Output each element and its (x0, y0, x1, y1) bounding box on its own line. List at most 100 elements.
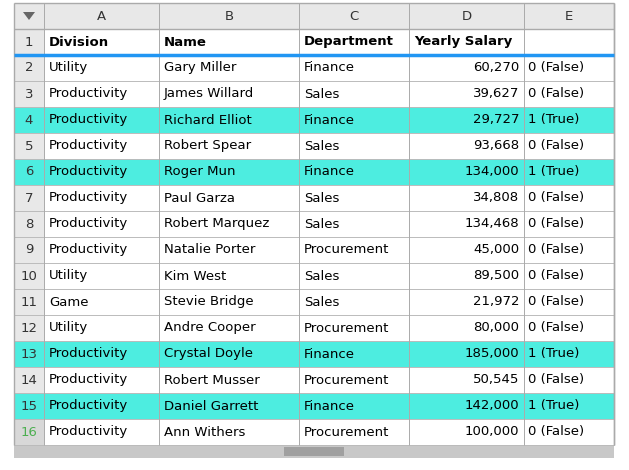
Bar (14, 3, 614, 29)
Bar (14, 81, 44, 107)
Bar (14, 419, 44, 445)
Text: Productivity: Productivity (49, 165, 128, 179)
Text: 16: 16 (21, 425, 38, 439)
Text: Game: Game (49, 296, 89, 308)
Text: 7: 7 (25, 191, 33, 204)
Bar (14, 237, 44, 263)
Text: Sales: Sales (304, 191, 340, 204)
Text: Sales: Sales (304, 87, 340, 101)
Text: Richard Elliot: Richard Elliot (164, 113, 252, 126)
Text: Natalie Porter: Natalie Porter (164, 243, 255, 257)
Bar (44, 29, 614, 55)
Text: Name: Name (164, 36, 207, 48)
Text: 9: 9 (25, 243, 33, 257)
Text: 50,545: 50,545 (472, 374, 519, 386)
Text: 93,668: 93,668 (473, 140, 519, 152)
Text: 0 (False): 0 (False) (528, 321, 584, 335)
Text: 60,270: 60,270 (473, 62, 519, 75)
Text: 21,972: 21,972 (472, 296, 519, 308)
Text: 0 (False): 0 (False) (528, 374, 584, 386)
Bar (14, 211, 44, 237)
Text: Productivity: Productivity (49, 218, 128, 230)
Text: Robert Marquez: Robert Marquez (164, 218, 269, 230)
Text: Robert Musser: Robert Musser (164, 374, 260, 386)
Bar (14, 367, 44, 393)
Text: James Willard: James Willard (164, 87, 254, 101)
Text: Procurement: Procurement (304, 374, 389, 386)
Text: Sales: Sales (304, 140, 340, 152)
Text: 185,000: 185,000 (464, 347, 519, 360)
Bar (14, 341, 614, 367)
Text: 14: 14 (21, 374, 38, 386)
Text: Paul Garza: Paul Garza (164, 191, 235, 204)
Text: Andre Cooper: Andre Cooper (164, 321, 255, 335)
Text: 142,000: 142,000 (464, 400, 519, 413)
Polygon shape (23, 12, 35, 20)
Text: 0 (False): 0 (False) (528, 269, 584, 282)
Text: Finance: Finance (304, 113, 355, 126)
Bar (14, 393, 614, 419)
Text: 5: 5 (25, 140, 33, 152)
Text: Productivity: Productivity (49, 113, 128, 126)
Bar (14, 393, 44, 419)
Bar (14, 107, 614, 133)
Text: 0 (False): 0 (False) (528, 425, 584, 439)
Text: 0 (False): 0 (False) (528, 243, 584, 257)
Text: 134,000: 134,000 (464, 165, 519, 179)
Text: 100,000: 100,000 (464, 425, 519, 439)
Text: Finance: Finance (304, 347, 355, 360)
Bar (14, 263, 44, 289)
Text: Finance: Finance (304, 400, 355, 413)
Text: 13: 13 (21, 347, 38, 360)
Text: Kim West: Kim West (164, 269, 226, 282)
Text: Daniel Garrett: Daniel Garrett (164, 400, 259, 413)
Bar (14, 185, 44, 211)
Bar (14, 289, 44, 315)
Text: 3: 3 (25, 87, 33, 101)
Bar (14, 341, 44, 367)
Text: Productivity: Productivity (49, 425, 128, 439)
Text: 45,000: 45,000 (473, 243, 519, 257)
Text: 0 (False): 0 (False) (528, 87, 584, 101)
Text: Productivity: Productivity (49, 347, 128, 360)
Text: 89,500: 89,500 (473, 269, 519, 282)
Text: Ann Withers: Ann Withers (164, 425, 245, 439)
Text: 0 (False): 0 (False) (528, 296, 584, 308)
Text: 12: 12 (21, 321, 38, 335)
Text: E: E (565, 9, 573, 23)
Text: 4: 4 (25, 113, 33, 126)
Bar (284, 447, 344, 456)
Text: Procurement: Procurement (304, 321, 389, 335)
Bar (14, 419, 44, 445)
Text: Finance: Finance (304, 165, 355, 179)
Text: 1 (True): 1 (True) (528, 165, 579, 179)
Text: Roger Mun: Roger Mun (164, 165, 235, 179)
Text: Procurement: Procurement (304, 243, 389, 257)
Text: 11: 11 (21, 296, 38, 308)
Text: 1: 1 (25, 36, 33, 48)
Text: Finance: Finance (304, 62, 355, 75)
Text: Productivity: Productivity (49, 140, 128, 152)
Text: 134,468: 134,468 (464, 218, 519, 230)
Text: 0 (False): 0 (False) (528, 140, 584, 152)
Text: 1 (True): 1 (True) (528, 400, 579, 413)
Text: Productivity: Productivity (49, 400, 128, 413)
Text: Sales: Sales (304, 269, 340, 282)
Bar (14, 107, 44, 133)
Text: 6: 6 (25, 165, 33, 179)
Bar (14, 289, 44, 315)
Bar (14, 237, 44, 263)
Text: Yearly Salary: Yearly Salary (414, 36, 512, 48)
Text: Robert Spear: Robert Spear (164, 140, 251, 152)
Text: Productivity: Productivity (49, 87, 128, 101)
Bar (14, 211, 44, 237)
Text: 0 (False): 0 (False) (528, 218, 584, 230)
Text: A: A (97, 9, 106, 23)
Text: Productivity: Productivity (49, 191, 128, 204)
Text: Utility: Utility (49, 321, 88, 335)
Bar (14, 133, 44, 159)
Text: D: D (462, 9, 472, 23)
Text: Stevie Bridge: Stevie Bridge (164, 296, 253, 308)
Bar (14, 29, 44, 55)
Text: Gary Miller: Gary Miller (164, 62, 237, 75)
